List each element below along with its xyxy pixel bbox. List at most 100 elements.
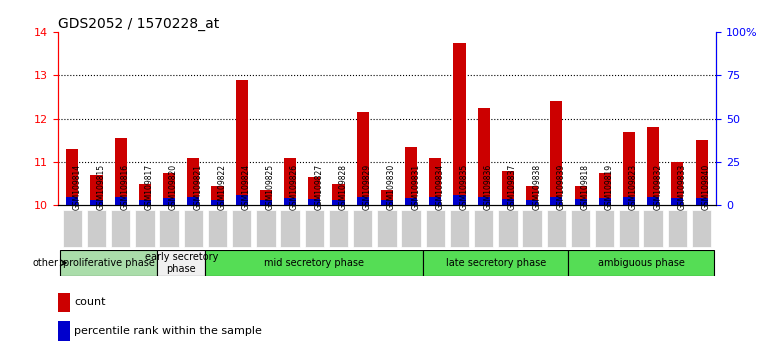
Bar <box>595 210 614 247</box>
Bar <box>523 210 542 247</box>
Bar <box>212 200 223 205</box>
Text: GSM109819: GSM109819 <box>604 164 614 210</box>
Bar <box>353 210 373 247</box>
Bar <box>381 200 393 205</box>
Bar <box>426 210 445 247</box>
Bar <box>619 210 638 247</box>
Text: ambiguous phase: ambiguous phase <box>598 258 685 268</box>
Bar <box>401 210 421 247</box>
Text: GSM109822: GSM109822 <box>217 164 226 210</box>
Text: late secretory phase: late secretory phase <box>446 258 546 268</box>
Bar <box>58 321 69 341</box>
Bar <box>526 200 538 205</box>
Bar <box>668 210 687 247</box>
Text: GSM109827: GSM109827 <box>314 164 323 210</box>
Bar <box>305 210 324 247</box>
Bar <box>139 184 151 205</box>
Text: GSM109831: GSM109831 <box>411 164 420 210</box>
Bar <box>671 198 684 205</box>
Bar <box>474 210 494 247</box>
Text: GSM109830: GSM109830 <box>387 164 396 210</box>
Bar <box>157 250 206 275</box>
Bar <box>647 127 659 205</box>
Bar <box>87 210 106 247</box>
Text: GSM109832: GSM109832 <box>653 164 662 210</box>
Text: mid secretory phase: mid secretory phase <box>264 258 364 268</box>
Bar <box>333 184 344 205</box>
Bar <box>62 210 82 247</box>
Bar <box>90 175 102 205</box>
Bar <box>232 210 251 247</box>
Bar <box>671 162 684 205</box>
Bar <box>183 210 203 247</box>
Bar <box>599 198 611 205</box>
Bar <box>568 250 714 275</box>
Bar <box>329 210 348 247</box>
Text: GDS2052 / 1570228_at: GDS2052 / 1570228_at <box>58 17 219 31</box>
Bar <box>377 210 397 247</box>
Bar <box>502 171 514 205</box>
Text: early secretory
phase: early secretory phase <box>145 252 218 274</box>
Bar <box>405 198 417 205</box>
Bar <box>647 197 659 205</box>
Bar <box>571 210 591 247</box>
Bar <box>206 250 424 275</box>
Text: GSM109839: GSM109839 <box>557 164 565 210</box>
Text: GSM109835: GSM109835 <box>460 164 468 210</box>
Bar <box>236 80 248 205</box>
Bar <box>163 198 175 205</box>
Bar <box>136 210 155 247</box>
Bar <box>551 197 562 205</box>
Bar <box>623 197 635 205</box>
Bar <box>381 190 393 205</box>
Bar <box>115 197 127 205</box>
Bar <box>111 210 130 247</box>
Bar <box>236 195 248 205</box>
Bar <box>66 149 79 205</box>
Bar <box>574 199 587 205</box>
Bar <box>115 138 127 205</box>
Bar <box>477 197 490 205</box>
Bar <box>547 210 566 247</box>
Bar <box>599 173 611 205</box>
Text: GSM109815: GSM109815 <box>96 164 105 210</box>
Text: other: other <box>32 258 59 268</box>
Text: GSM109823: GSM109823 <box>629 164 638 210</box>
Bar <box>692 210 711 247</box>
Text: GSM109820: GSM109820 <box>169 164 178 210</box>
Bar <box>60 250 157 275</box>
Bar <box>357 112 369 205</box>
Bar <box>90 200 102 205</box>
Bar <box>623 132 635 205</box>
Bar <box>357 197 369 205</box>
Bar <box>574 186 587 205</box>
Text: GSM109837: GSM109837 <box>508 164 517 210</box>
Bar <box>430 197 441 205</box>
Text: GSM109834: GSM109834 <box>435 164 444 210</box>
Bar <box>333 200 344 205</box>
Text: percentile rank within the sample: percentile rank within the sample <box>74 326 262 336</box>
Text: proliferative phase: proliferative phase <box>62 258 155 268</box>
Text: GSM109828: GSM109828 <box>339 164 347 210</box>
Text: GSM109838: GSM109838 <box>532 164 541 210</box>
Bar <box>280 210 300 247</box>
Bar <box>66 197 79 205</box>
Bar <box>424 250 568 275</box>
Bar <box>405 147 417 205</box>
Bar <box>450 210 469 247</box>
Bar <box>163 173 175 205</box>
Bar <box>308 177 320 205</box>
Bar <box>430 158 441 205</box>
Bar <box>187 197 199 205</box>
Bar <box>695 140 708 205</box>
Text: GSM109829: GSM109829 <box>363 164 372 210</box>
Text: GSM109826: GSM109826 <box>290 164 299 210</box>
Bar <box>159 210 179 247</box>
Text: GSM109833: GSM109833 <box>678 164 686 210</box>
Text: GSM109825: GSM109825 <box>266 164 275 210</box>
Text: GSM109824: GSM109824 <box>242 164 251 210</box>
Bar <box>259 200 272 205</box>
Bar <box>695 198 708 205</box>
Text: GSM109821: GSM109821 <box>193 164 203 210</box>
Bar <box>208 210 227 247</box>
